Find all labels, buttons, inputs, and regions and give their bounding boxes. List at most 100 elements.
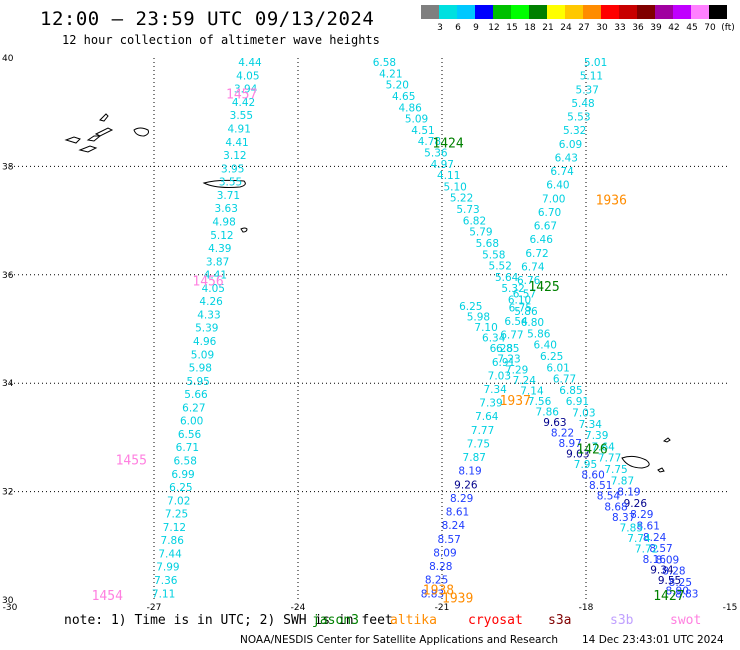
wave-height-value: 5.32: [563, 125, 586, 137]
wave-height-value: 6.85: [496, 343, 519, 355]
island-outline: [657, 467, 665, 473]
track-time-labels: 1457 1456 1455 1454 1424 1425 1426 1427 1936 1937…: [92, 88, 685, 607]
wave-height-value: 4.65: [392, 91, 415, 103]
scale-swatch: [547, 5, 565, 19]
wave-height-value: 8.29: [630, 509, 653, 521]
wave-height-value: 5.86: [527, 328, 551, 340]
wave-height-value: 7.34: [579, 419, 603, 431]
wave-height-value: 8.28: [429, 561, 452, 573]
wave-height-value: 7.39: [585, 430, 608, 442]
track-track-1936-1939: 8.838.25 8.28 8.098.57 8.248.61 8.29 9.268.19…: [421, 57, 608, 600]
wave-height-value: 8.37: [612, 512, 635, 524]
wave-height-value: 4.33: [197, 309, 220, 321]
wave-height-value: 3.95: [221, 163, 244, 175]
wave-height-value: 8.09: [656, 554, 679, 566]
wave-height-value: 5.32: [501, 283, 524, 295]
wave-height-value: 6.25: [459, 301, 482, 313]
wave-height-value: 5.53: [567, 112, 590, 124]
track-time-label: 1455: [116, 454, 147, 469]
wave-height-value: 7.11: [152, 588, 175, 600]
wave-height-value: 7.77: [598, 453, 621, 465]
track-track-1424-1427: 6.584.215.204.654.865.094.514.785.364.97…: [373, 57, 699, 600]
wave-height-value: 6.01: [546, 362, 569, 374]
wave-height-value: 7.77: [471, 425, 494, 437]
wave-height-value: 9.26: [454, 479, 478, 491]
wave-height-value: 7.14: [520, 385, 544, 397]
wave-height-value: 8.51: [589, 480, 612, 492]
wave-height-value: 9.03: [566, 449, 589, 461]
wave-height-value: 7.86: [536, 406, 560, 418]
wave-height-value: 7.02: [167, 495, 190, 507]
island-outline: [240, 227, 248, 233]
lon-tick-label: -30: [3, 603, 18, 613]
wave-height-value: 8.68: [604, 501, 627, 513]
scale-swatch: [619, 5, 637, 19]
wave-height-value: 6.71: [176, 442, 199, 454]
wave-height-value: 8.57: [649, 543, 672, 555]
wave-height-value: 7.64: [475, 411, 499, 423]
wave-height-value: 7.03: [488, 370, 511, 382]
wave-height-value: 5.12: [210, 230, 233, 242]
scale-swatch: [583, 5, 601, 19]
track-time-label: 1426: [576, 443, 607, 458]
satellite-cryosat: cryosat: [468, 613, 523, 628]
track-time-label: 1424: [432, 136, 463, 151]
wave-height-value: 6.56: [178, 429, 202, 441]
wave-height-value: 4.78: [418, 136, 441, 148]
wave-height-value: 8.19: [458, 466, 481, 478]
island-outline: [202, 179, 246, 188]
wave-height-value: 5.95: [186, 376, 209, 388]
wave-height-value: 6.85: [559, 385, 582, 397]
island-outline: [86, 135, 102, 142]
wave-height-value: 4.97: [431, 159, 454, 171]
scale-label: 12: [488, 23, 500, 33]
wave-height-value: 7.03: [572, 407, 595, 419]
satellite-s3b: s3b: [610, 613, 634, 628]
wave-height-value: 9.34: [650, 565, 674, 577]
wave-height-value: 8.19: [617, 487, 640, 499]
wave-height-value: 5.09: [191, 349, 214, 361]
track-time-label: 1454: [92, 589, 123, 604]
wave-height-value: 3.12: [223, 150, 246, 162]
wave-height-value: 8.16: [643, 554, 667, 566]
wave-height-value: 7.75: [467, 438, 490, 450]
scale-label: 36: [632, 23, 644, 33]
track-track-1425-1427-b: 6.255.987.106.346.287.237.297.247.147.56…: [459, 301, 689, 598]
wave-height-value: 5.11: [580, 71, 603, 83]
wave-height-value: 8.57: [437, 534, 460, 546]
scale-label: 18: [524, 23, 536, 33]
scale-swatch: [529, 5, 547, 19]
wave-height-value: 6.34: [482, 333, 506, 345]
wave-height-value: 4.42: [232, 97, 255, 109]
wave-height-value: 7.85: [620, 522, 643, 534]
satellite-jason3: jason3: [312, 613, 359, 628]
wave-height-value: 5.52: [489, 261, 512, 273]
wave-height-value: 6.82: [463, 215, 486, 227]
map-title: 12:00 – 23:59 UTC 09/13/2024: [40, 8, 375, 30]
wave-height-value: 6.70: [538, 207, 561, 219]
scale-swatch: [493, 5, 511, 19]
wave-height-value: 5.09: [405, 114, 428, 126]
wave-height-value: 5.20: [386, 80, 409, 92]
wave-height-value: 6.58: [373, 57, 396, 69]
wave-height-value: 9.55: [658, 575, 681, 587]
wave-height-value: 4.26: [199, 296, 223, 308]
island-outline: [99, 113, 109, 122]
wave-height-value: 9.26: [624, 498, 648, 510]
track-time-label: 1938: [423, 584, 454, 599]
wave-height-value: 6.72: [525, 248, 548, 260]
wave-height-value: 7.87: [463, 452, 486, 464]
wave-height-value: 5.10: [443, 181, 466, 193]
island-outlines: [64, 113, 671, 473]
wave-height-value: 6.40: [546, 180, 569, 192]
wave-height-value: 3.71: [217, 190, 240, 202]
wave-height-value: 7.56: [528, 396, 552, 408]
scale-label: 39: [650, 23, 662, 33]
wave-height-value: 7.29: [505, 364, 528, 376]
wave-height-value: 8.29: [450, 493, 473, 505]
wave-height-value: 6.99: [171, 469, 194, 481]
wave-height-value: 8.24: [442, 520, 466, 532]
lon-tick-label: -18: [579, 603, 594, 613]
wave-height-value: 5.58: [482, 249, 505, 261]
wave-height-value: 7.36: [154, 575, 178, 587]
